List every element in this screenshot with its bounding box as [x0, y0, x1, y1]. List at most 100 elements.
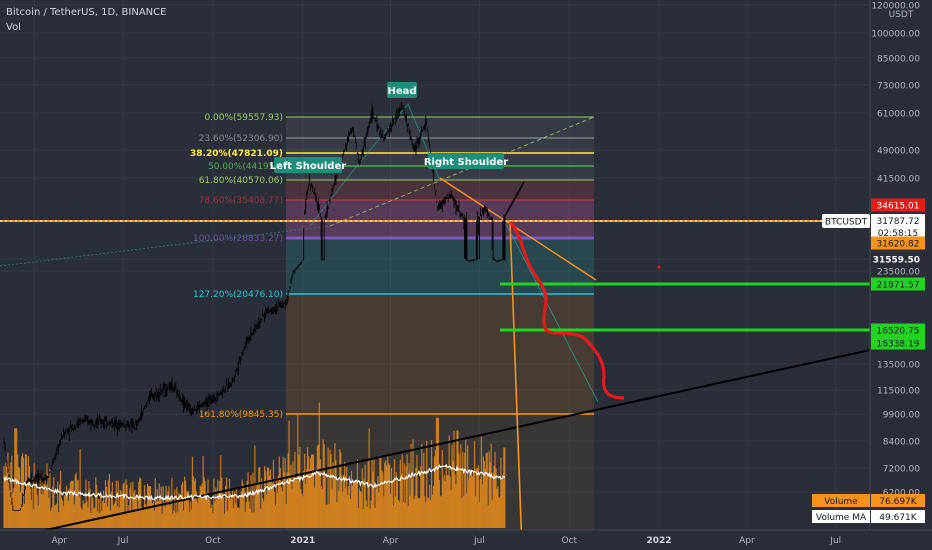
trendlines: [0, 103, 871, 550]
volume-bar: [161, 513, 163, 528]
price-axis[interactable]: USDT 120000.00 100000.00 85000.00 73000.00 6…: [869, 0, 932, 530]
volume-bar: [162, 486, 164, 528]
candle-body: [5, 453, 7, 455]
candle-body: [211, 401, 213, 402]
candle-body: [503, 220, 505, 260]
candle-body: [345, 146, 347, 149]
candle-body: [181, 400, 183, 403]
candle-body: [297, 266, 299, 268]
candle-body: [420, 132, 422, 137]
candle-body: [371, 108, 373, 118]
candle-body: [244, 344, 246, 348]
candle-body: [336, 175, 338, 177]
candle-body: [357, 158, 359, 162]
volume-bar: [457, 430, 459, 528]
candle-body: [284, 302, 286, 305]
price-tag: 21871.57: [877, 281, 920, 291]
candle-body: [156, 392, 158, 397]
projection-dot: [657, 265, 661, 269]
volume-bar: [427, 497, 429, 528]
volume-bar: [186, 491, 189, 528]
volume-bar: [26, 481, 29, 528]
candle-body: [111, 422, 113, 426]
candle-body: [477, 217, 480, 220]
volume-bar: [309, 458, 312, 528]
time-axis[interactable]: Apr Jul Oct 2021 Apr Jul Oct 2022 Apr Jul: [0, 529, 932, 550]
candle-body: [72, 428, 74, 431]
time-axis-label: Jul: [117, 536, 129, 546]
candle-body: [471, 260, 473, 261]
volume-bar: [331, 488, 333, 528]
candle-body: [272, 310, 275, 312]
volume-bar: [210, 507, 212, 528]
candle-body: [32, 479, 34, 481]
volume-bar: [32, 509, 34, 528]
volume-bar: [307, 447, 309, 528]
volume-bar: [202, 456, 204, 528]
indicator-label: Vol: [6, 22, 21, 33]
candle-body: [367, 129, 369, 131]
volume-bar: [338, 490, 340, 528]
candle-body: [12, 509, 14, 511]
volume-bar: [11, 455, 13, 528]
candle-body: [447, 197, 449, 200]
volume-bar: [270, 479, 273, 528]
volume-tag-label-box: [812, 510, 870, 523]
candle-body: [50, 468, 52, 469]
volume-bar: [181, 484, 183, 528]
candle-body: [301, 261, 303, 263]
volume-bar: [51, 507, 53, 528]
candle-body: [118, 420, 120, 427]
candle-body: [380, 133, 382, 138]
volume-bar: [395, 472, 398, 528]
candle-body: [315, 199, 317, 202]
volume-bar: [236, 507, 238, 528]
volume-bar: [275, 477, 277, 528]
volume-bar: [69, 482, 71, 528]
candle-body: [265, 309, 267, 316]
volume-bar: [369, 508, 371, 528]
candle-body: [451, 196, 453, 198]
candle-body: [79, 419, 81, 425]
volume-bar: [485, 453, 487, 528]
volume-bar: [120, 491, 122, 528]
candle-body: [269, 309, 272, 311]
volume-bar: [329, 449, 331, 528]
candle-body: [155, 390, 157, 397]
volume-bar: [255, 492, 257, 528]
candle-body: [402, 106, 404, 108]
volume-bar: [244, 511, 246, 528]
candle-body: [149, 394, 152, 401]
candle-body: [452, 198, 454, 201]
volume-bar: [424, 496, 426, 528]
candle-body: [283, 301, 285, 303]
volume-bar: [397, 500, 399, 528]
volume-bar: [249, 508, 251, 528]
candle-body: [372, 112, 374, 116]
vertical-fib-trendline: [509, 221, 523, 550]
volume-bar: [246, 480, 248, 528]
candle-body: [489, 218, 491, 220]
candle-body: [221, 391, 223, 393]
candle-body: [496, 261, 498, 263]
volume-bar: [96, 484, 98, 528]
volume-bar: [19, 468, 21, 528]
volume-bar: [388, 463, 390, 528]
volume-bar: [356, 459, 358, 528]
volume-bar: [343, 474, 345, 528]
volume-bar: [335, 460, 337, 528]
candle-body: [196, 405, 198, 407]
volume-bar: [481, 484, 483, 528]
volume-bar: [235, 487, 237, 528]
candle-body: [403, 110, 405, 115]
volume-bar: [70, 480, 72, 528]
volume-bar: [88, 481, 90, 528]
candle-body: [15, 510, 17, 511]
volume-bar: [142, 509, 144, 528]
candle-body: [317, 203, 319, 209]
volume-bar: [87, 507, 89, 528]
volume-bar: [285, 504, 287, 528]
candle-body: [128, 424, 130, 428]
